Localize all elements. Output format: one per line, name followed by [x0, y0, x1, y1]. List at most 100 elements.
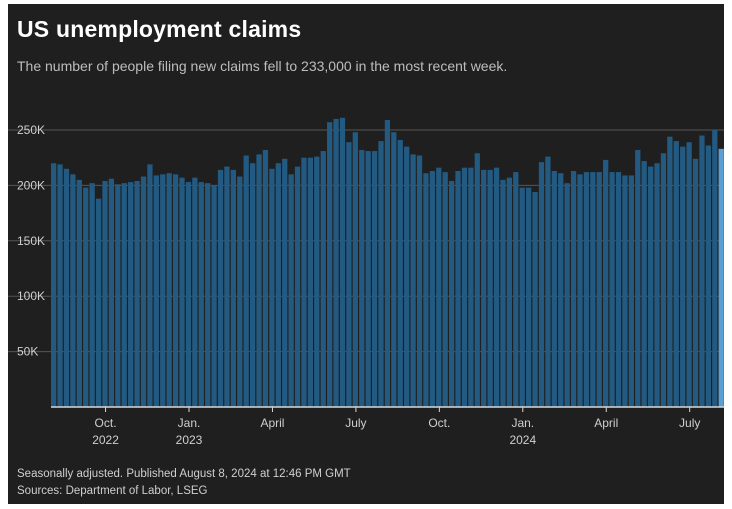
bar	[628, 175, 634, 407]
bar	[198, 182, 204, 407]
bar	[262, 149, 269, 407]
y-tick-label: 250K	[17, 123, 45, 137]
bar	[609, 172, 615, 407]
bar	[461, 167, 468, 407]
bar	[333, 118, 339, 408]
bar	[269, 168, 275, 407]
bar	[243, 155, 249, 407]
bar	[237, 176, 243, 407]
bar	[519, 187, 525, 407]
bar	[57, 164, 63, 407]
bar	[185, 182, 192, 407]
bar	[365, 151, 371, 407]
x-tick-label: April	[260, 416, 284, 430]
bar	[647, 166, 654, 407]
bar	[346, 142, 352, 407]
bar	[134, 180, 140, 407]
bar	[327, 122, 333, 408]
bar	[70, 174, 76, 407]
bar	[526, 187, 532, 407]
bar	[590, 172, 596, 407]
bar	[513, 172, 519, 407]
bar	[128, 182, 134, 407]
bar	[667, 136, 673, 407]
bar-latest	[718, 148, 724, 407]
bar	[230, 169, 236, 407]
footer-sources: Sources: Department of Labor, LSEG	[17, 485, 208, 497]
x-tick-year-label: 2023	[176, 433, 203, 447]
x-tick-label: July	[345, 416, 366, 430]
bar	[545, 156, 551, 407]
bar	[95, 198, 102, 407]
bar	[51, 163, 57, 407]
bar	[282, 158, 288, 407]
bar	[481, 169, 487, 407]
bar	[63, 168, 70, 407]
bar	[455, 171, 461, 407]
bar	[551, 171, 557, 407]
bar	[391, 132, 397, 407]
x-tick-label: July	[679, 416, 700, 430]
bar	[474, 153, 480, 407]
bar	[314, 156, 320, 407]
bar	[83, 187, 89, 407]
bar	[603, 159, 609, 407]
bar	[686, 142, 692, 407]
bar	[179, 177, 185, 407]
bar	[205, 183, 211, 407]
bar	[166, 173, 172, 407]
bars	[51, 117, 724, 408]
x-tick-label: April	[594, 416, 618, 430]
bar	[397, 139, 403, 407]
y-axis-ticks: 50K 100K 150K 200K 250K	[17, 123, 45, 359]
bar	[596, 172, 602, 407]
footer-note: Seasonally adjusted. Published August 8,…	[17, 468, 351, 480]
x-axis-ticks: Oct. 2022 Jan. 2023 April July Oct. Jan. 2024 Apr…	[92, 407, 700, 447]
bar	[532, 192, 538, 407]
bar	[615, 172, 622, 407]
bar	[256, 154, 262, 407]
bar	[359, 149, 365, 407]
x-tick-label: Oct.	[95, 416, 117, 430]
bar	[320, 151, 326, 407]
x-tick-label: Jan.	[511, 416, 534, 430]
bar	[147, 164, 153, 407]
bar	[416, 155, 423, 407]
bar	[294, 166, 301, 407]
bar	[622, 175, 628, 407]
bar	[140, 176, 147, 407]
bar	[371, 151, 378, 407]
bar	[487, 169, 493, 407]
bar	[641, 161, 647, 407]
x-tick-year-label: 2022	[92, 433, 119, 447]
bar	[275, 163, 281, 407]
bar	[404, 146, 410, 407]
bar	[429, 171, 435, 407]
bar	[583, 172, 590, 407]
y-tick-label: 100K	[17, 289, 45, 303]
y-tick-label: 50K	[17, 345, 38, 359]
bar	[654, 163, 660, 407]
bar	[423, 173, 429, 407]
bar	[635, 149, 641, 407]
bar	[153, 175, 159, 407]
bar	[76, 179, 82, 407]
bar-chart: 50K 100K 150K 200K 250K Oct. 2022 Jan. 2023 Apri…	[8, 117, 724, 447]
x-tick-label: Oct.	[428, 416, 450, 430]
bar	[288, 174, 294, 407]
bar	[121, 183, 127, 407]
bar	[102, 180, 108, 407]
bar	[436, 167, 442, 407]
bar	[410, 154, 416, 407]
bar	[500, 179, 506, 407]
bar	[692, 158, 699, 407]
bar	[673, 141, 679, 407]
bar	[660, 153, 667, 407]
bar	[442, 172, 448, 407]
bar	[378, 141, 384, 407]
bar	[307, 157, 314, 407]
bar	[352, 132, 358, 407]
bar	[680, 146, 686, 407]
bar	[108, 178, 115, 407]
bar	[705, 145, 711, 407]
